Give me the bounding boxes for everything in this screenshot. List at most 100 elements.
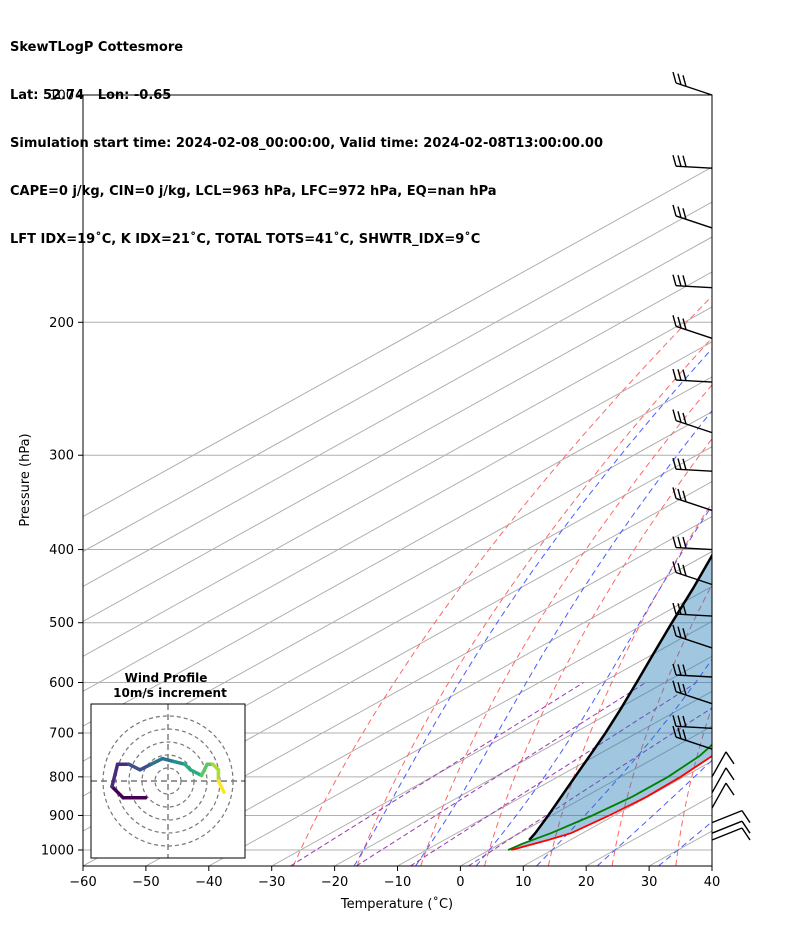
isotherm [711,865,712,866]
wind-barb-feather [672,487,677,499]
wind-barb-feather [672,154,677,167]
wind-barb-feather [672,602,677,615]
wind-barb-staff [711,810,743,824]
wind-barb-feather [677,274,682,287]
isotherm [83,376,712,727]
x-tick-label: −20 [321,875,348,890]
wind-barb [672,725,713,750]
y-tick-label: 100 [49,89,74,104]
wind-barb-feather [725,782,735,796]
wind-barb-feather [672,715,677,727]
wind-barb-feather [672,274,677,286]
wind-barb-feather [672,624,677,637]
wind-barb [672,154,713,169]
mixing-ratio-line [290,682,584,866]
wind-barb-feather [682,75,687,87]
wind-barb-staff [675,285,713,289]
isotherm [83,271,712,622]
mixing-ratio-line [356,682,646,866]
wind-barb [672,409,713,434]
isotherm [334,655,712,866]
wind-barb-feather [677,536,682,549]
wind-barb [672,624,713,649]
hodograph [91,704,245,858]
wind-barb-feather [677,727,682,739]
y-tick-label: 600 [49,676,74,691]
y-tick-label: 900 [49,809,74,824]
wind-barb [711,820,751,834]
y-tick-label: 1000 [41,844,74,859]
wind-barb-feather [672,536,677,548]
wind-barb-staff [675,82,713,96]
chart-title-block: SkewTLogP Cottesmore Lat: 52.74 Lon: -0.… [10,8,603,264]
hodograph-segment [160,756,176,764]
wind-barb-staff [675,419,713,434]
wind-barb-feather [682,729,687,741]
hodograph-segment [110,784,125,800]
wind-barb-feather [677,369,682,381]
dry-adiabat [484,437,712,866]
wind-barb-feather [682,369,687,381]
wind-barb-feather [682,603,687,615]
wind-barb-feather [741,810,751,824]
wind-barb-staff [711,827,743,841]
hodograph-segment [188,768,204,778]
moist-adiabat [415,410,712,866]
wind-barb-staff [675,691,713,705]
x-tick-label: −30 [258,875,285,890]
wind-barb-feather [682,536,687,549]
wind-barb-feather [682,412,687,425]
moist-adiabat [720,95,794,866]
wind-barb-staff [675,613,713,617]
x-tick-label: −40 [195,875,222,890]
dry-adiabat [740,95,794,866]
mixing-ratio-line [468,707,712,866]
dewpoint-line [507,743,712,851]
hodograph-segment [216,779,226,794]
wind-barb-feather [682,664,687,676]
wind-barb [672,368,713,383]
wind-barb [672,536,713,551]
isotherm [460,725,712,866]
wind-barb-feather [682,318,687,330]
wind-barb-feather [677,715,682,727]
wind-barb-feather [672,458,677,470]
wind-barb-staff [711,820,743,834]
wind-barb-feather [677,316,682,329]
y-tick-label: 700 [49,727,74,742]
wind-barb-feather [672,204,677,217]
isotherm [83,341,712,692]
chart-title: SkewTLogP Cottesmore [10,40,184,55]
wind-barb-feather [682,458,687,470]
temperature-line [510,754,712,851]
wind-barb [711,827,751,841]
wind-barb-feather [682,208,687,220]
hodograph-segment [138,762,153,772]
isotherm [775,95,794,866]
wind-barb-feather [741,827,751,841]
cin-shading [511,555,712,850]
hodograph-segment [127,762,142,772]
x-tick-label: 10 [515,875,532,890]
wind-barb-feather [682,628,687,640]
wind-barb-feather [672,315,677,327]
wind-barb-feather [672,561,677,573]
wind-barb-feather [677,664,682,676]
y-tick-label: 200 [49,316,74,331]
wind-barb-staff [675,379,713,383]
x-tick-label: 20 [578,875,595,890]
wind-barb-staff [711,782,727,809]
inset-subtitle: 10m/s increment [113,686,227,700]
wind-barb-feather [677,682,682,694]
dry-adiabat [356,337,712,866]
moist-adiabat [353,348,712,866]
wind-barb [672,315,713,339]
moist-adiabat [783,95,794,866]
x-tick-label: 40 [704,875,721,890]
wind-barb [711,767,735,794]
y-tick-label: 300 [49,449,74,464]
dry-adiabat [675,705,712,866]
dry-adiabat [611,583,712,866]
mixing-ratio-line [410,682,697,866]
